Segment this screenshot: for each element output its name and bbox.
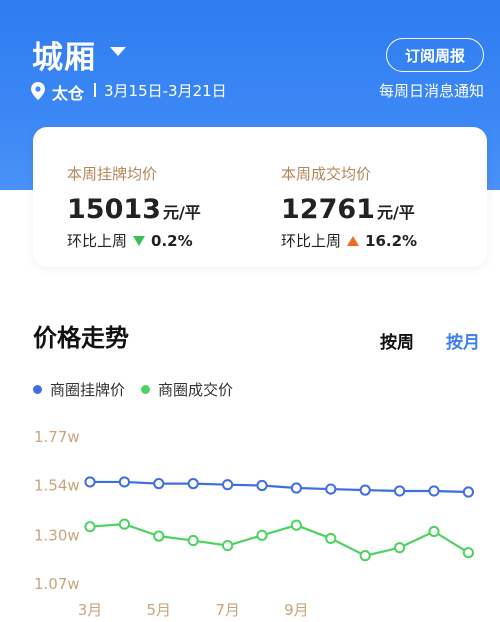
legend-listing: 商圈挂牌价 [33, 379, 125, 400]
deal-price-point [84, 521, 96, 533]
legend-deal-dot [141, 385, 151, 394]
subscribe-report-button[interactable]: 订阅周报 [386, 38, 484, 72]
listing-price-point [118, 476, 131, 488]
listing-price-stat: 本周挂牌均价 15013 元/平 环比上周 0.2% [67, 163, 201, 251]
y-tick-label: 1.54w [34, 476, 80, 494]
deal-price-point [359, 550, 371, 562]
listing-price-point [394, 485, 406, 497]
deal-price-point [187, 534, 199, 547]
deal-price-point [222, 539, 234, 552]
listing-price-label: 本周挂牌均价 [67, 165, 158, 183]
deal-price-point [394, 542, 406, 554]
listing-price-point [290, 482, 302, 494]
x-tick-label: 5月 [147, 601, 172, 619]
legend-deal: 商圈成交价 [141, 379, 233, 400]
location-city[interactable]: 太仓 [52, 84, 85, 103]
y-tick-label: 1.07w [34, 575, 80, 593]
x-tick-label: 3月 [78, 601, 103, 619]
chevron-down-icon[interactable] [110, 47, 126, 56]
deal-price-unit: 元/平 [376, 203, 415, 222]
deal-price-point [256, 529, 268, 541]
legend-listing-label: 商圈挂牌价 [50, 381, 126, 399]
subscribe-note: 每周日消息通知 [378, 82, 484, 100]
legend-listing-dot [33, 385, 42, 394]
deal-price-point [462, 547, 474, 559]
y-tick-label: 1.30w [34, 527, 80, 545]
listing-price-point [222, 479, 234, 491]
chart-legend: 商圈挂牌价 商圈成交价 [33, 379, 249, 400]
location-divider [94, 83, 96, 97]
tab-by-month[interactable]: 按月 [446, 333, 480, 353]
deal-change-label: 环比上周 [281, 232, 342, 250]
listing-price-point [428, 485, 440, 497]
listing-price-line [90, 480, 469, 494]
listing-price-point [256, 479, 268, 492]
price-trend-title: 价格走势 [33, 324, 129, 352]
listing-price-point [84, 476, 96, 488]
listing-change-value: 0.2% [151, 231, 193, 250]
location-pin-icon [31, 82, 45, 100]
trend-up-icon [347, 235, 360, 246]
deal-price-point [153, 530, 165, 542]
tab-by-week[interactable]: 按周 [380, 333, 414, 353]
listing-price-unit: 元/平 [162, 203, 201, 222]
deal-price-value: 12761 [281, 194, 375, 225]
listing-price-point [325, 483, 337, 495]
listing-price-value: 15013 [67, 194, 161, 225]
listing-price-point [187, 478, 199, 490]
deal-price-point [118, 518, 131, 530]
listing-price-point [462, 486, 474, 498]
deal-price-stat: 本周成交均价 12761 元/平 环比上周 16.2% [281, 163, 417, 251]
deal-price-line [89, 523, 469, 557]
price-stats-card: 本周挂牌均价 15013 元/平 环比上周 0.2% 本周成交均价 12761 元/… [33, 127, 487, 267]
listing-change-label: 环比上周 [67, 232, 128, 250]
listing-price-point [359, 484, 371, 496]
listing-price-point [153, 478, 165, 490]
area-title[interactable]: 城厢 [32, 40, 96, 76]
x-tick-label: 9月 [284, 601, 309, 619]
legend-deal-label: 商圈成交价 [158, 381, 234, 399]
deal-change-value: 16.2% [365, 231, 418, 250]
x-tick-label: 7月 [215, 601, 240, 619]
deal-price-point [428, 525, 440, 538]
trend-down-icon [133, 235, 146, 246]
y-tick-label: 1.77w [34, 428, 80, 446]
deal-price-point [290, 519, 302, 531]
deal-price-label: 本周成交均价 [281, 165, 372, 183]
price-trend-chart: 1.77w 1.54w 1.30w 1.07w 3月 5月 7月 9月 [34, 428, 474, 619]
deal-price-point [325, 532, 337, 545]
date-range: 3月15日-3月21日 [104, 82, 227, 100]
